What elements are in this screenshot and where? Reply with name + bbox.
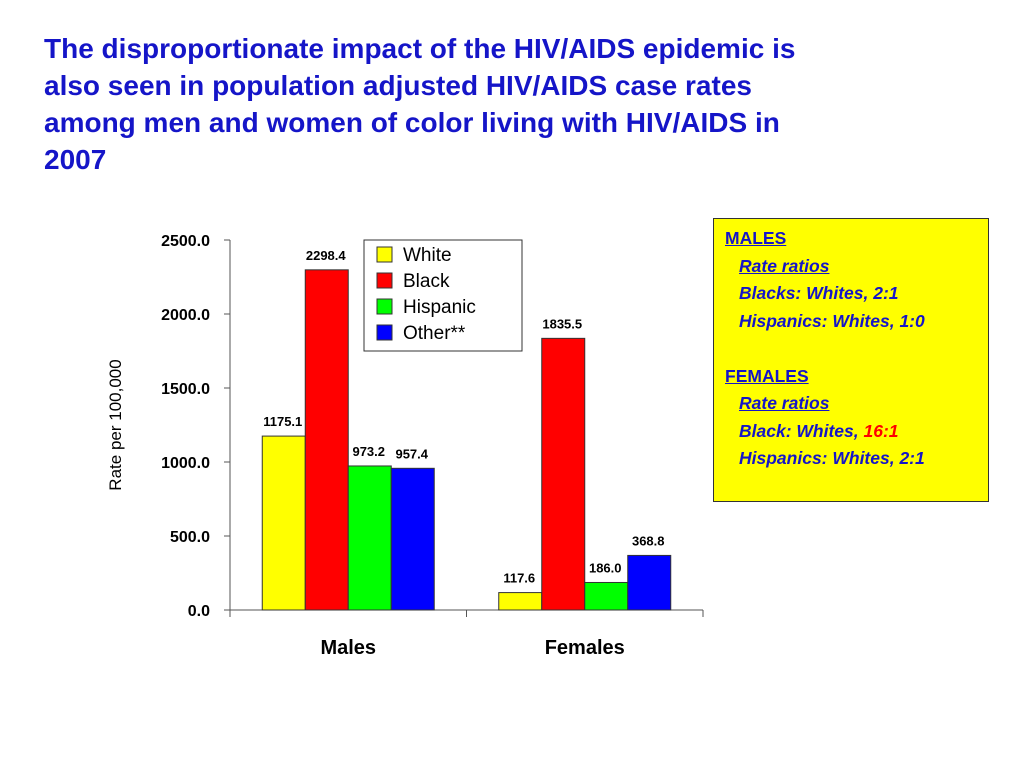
rate-ratio-box: MALES Rate ratios Blacks: Whites, 2:1 Hi… bbox=[713, 218, 989, 502]
y-tick-label: 500.0 bbox=[170, 529, 210, 546]
title-line: 2007 bbox=[44, 144, 107, 175]
bar-hispanic bbox=[584, 581, 629, 611]
data-label: 117.6 bbox=[503, 571, 535, 586]
x-category-label: Males bbox=[320, 637, 376, 659]
y-tick-label: 1000.0 bbox=[161, 455, 210, 472]
males-heading: MALES bbox=[725, 228, 787, 248]
bar-hispanic bbox=[347, 465, 392, 611]
bar-white bbox=[261, 435, 306, 611]
data-label: 186.0 bbox=[589, 560, 622, 575]
data-label: 2298.4 bbox=[306, 248, 347, 263]
data-label: 1835.5 bbox=[542, 316, 582, 331]
data-label: 973.2 bbox=[352, 444, 385, 459]
females-ratio-black-prefix: Black: Whites, bbox=[739, 420, 864, 441]
y-axis-label: Rate per 100,000 bbox=[106, 359, 125, 490]
data-label: 957.4 bbox=[395, 446, 428, 461]
data-label: 368.8 bbox=[632, 533, 665, 548]
y-tick-label: 0.0 bbox=[188, 603, 210, 620]
legend-swatch bbox=[376, 298, 393, 315]
title-line: The disproportionate impact of the HIV/A… bbox=[44, 33, 796, 64]
males-subheading: Rate ratios bbox=[739, 255, 830, 276]
y-tick-label: 2500.0 bbox=[161, 233, 210, 250]
bar-black bbox=[541, 337, 586, 611]
bar-white bbox=[498, 592, 543, 611]
title-line: also seen in population adjusted HIV/AID… bbox=[44, 70, 752, 101]
y-tick-label: 1500.0 bbox=[161, 381, 210, 398]
slide-title: The disproportionate impact of the HIV/A… bbox=[44, 30, 994, 178]
males-ratio-black: Blacks: Whites, 2:1 bbox=[739, 283, 899, 303]
females-heading: FEMALES bbox=[725, 365, 809, 386]
legend-label: Other** bbox=[403, 323, 466, 344]
title-line: among men and women of color living with… bbox=[44, 107, 780, 138]
females-ratio-black: Black: Whites, 16:1 bbox=[725, 418, 988, 446]
females-ratio-black-highlight: 16:1 bbox=[863, 420, 899, 441]
legend-swatch bbox=[376, 324, 393, 341]
bar-other bbox=[627, 554, 672, 611]
bar-other bbox=[390, 467, 435, 611]
females-ratio-hispanic: Hispanics: Whites, 2:1 bbox=[739, 448, 925, 468]
legend-label: Black bbox=[403, 271, 450, 292]
legend-label: White bbox=[403, 245, 452, 266]
x-category-label: Females bbox=[545, 637, 625, 659]
spacer bbox=[725, 335, 988, 363]
legend-label: Hispanic bbox=[403, 297, 476, 318]
data-label: 1175.1 bbox=[263, 414, 302, 429]
y-tick-label: 2000.0 bbox=[161, 307, 210, 324]
legend-swatch bbox=[376, 272, 393, 289]
females-subheading: Rate ratios bbox=[739, 393, 830, 413]
legend-swatch bbox=[376, 246, 393, 263]
bar-black bbox=[304, 269, 349, 611]
males-ratio-hispanic: Hispanics: Whites, 1:0 bbox=[739, 310, 925, 331]
